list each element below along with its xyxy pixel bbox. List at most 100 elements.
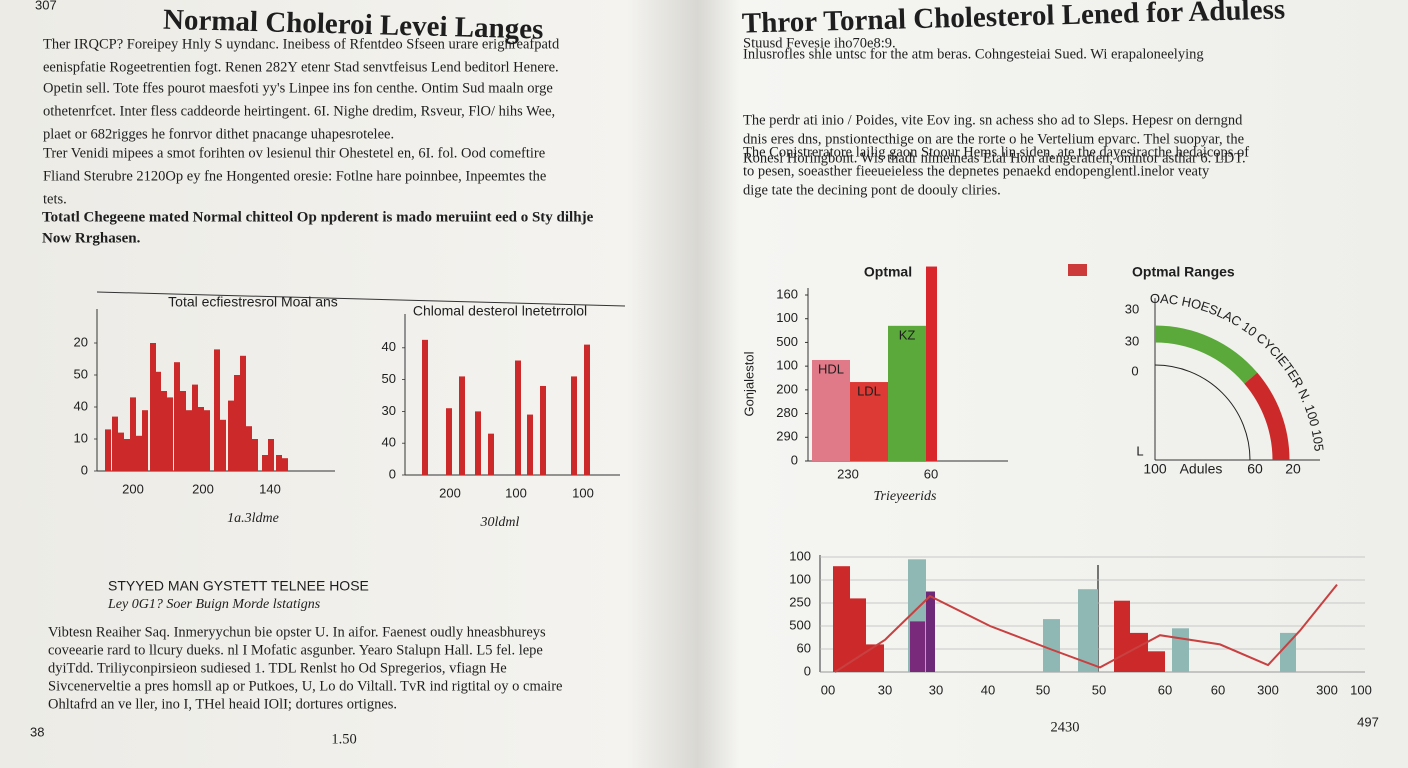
paragraph-line: Fliand Sterubre 2120Op ey fne Hongented …	[43, 168, 546, 184]
bar	[812, 359, 850, 461]
x-tick-label: 300	[1316, 682, 1338, 697]
x-tick-label: 30	[878, 682, 892, 697]
bar	[252, 439, 258, 471]
bar	[459, 376, 465, 475]
bar	[1280, 632, 1296, 672]
x-tick-label: 30	[929, 682, 943, 697]
paragraph-line: Stuusd Fevesie iho70e8:9.	[743, 35, 896, 51]
x-axis-label: Trieyeerids	[874, 489, 938, 504]
left-page	[0, 0, 697, 768]
y-tick-label: 40	[382, 435, 396, 450]
x-tick-label: 60	[924, 466, 938, 481]
gauge-label: Adules	[1180, 461, 1223, 477]
page-footer: 1.50	[331, 731, 356, 747]
gauge-label: 30	[1125, 333, 1139, 348]
bar	[186, 410, 192, 471]
bar	[866, 644, 884, 672]
x-axis-label: 1a.3ldme	[227, 511, 279, 526]
bar	[276, 455, 282, 471]
bar	[155, 371, 161, 471]
bold-line: Now Rrghasen.	[42, 230, 141, 246]
y-tick-label: 50	[74, 366, 88, 381]
y-tick-label: 0	[389, 466, 396, 481]
page-footer: 38	[30, 724, 44, 739]
y-tick-label: 250	[789, 594, 811, 609]
bar-label: HDL	[818, 361, 844, 376]
bar	[527, 414, 533, 475]
y-tick-label: 290	[776, 429, 798, 444]
paragraph-line: Ohltafrd an ve ller, ino I, THel heaid I…	[48, 696, 397, 712]
paragraph-line: The Conistreratore lailig gaon Stoour He…	[743, 144, 1249, 160]
y-tick-label: 500	[776, 334, 798, 349]
gauge-segment	[1154, 325, 1258, 384]
paragraph-line: dyiTdd. Triliyconpirsieon sudiesed 1. TD…	[48, 660, 507, 676]
y-tick-label: 0	[804, 663, 811, 678]
bar	[515, 360, 521, 475]
bar	[112, 416, 118, 471]
bar	[174, 362, 180, 471]
bar	[105, 429, 111, 471]
bar	[192, 384, 198, 471]
x-tick-label: 60	[1158, 682, 1172, 697]
x-tick-label: 50	[1036, 682, 1050, 697]
bar	[204, 410, 210, 471]
bar	[246, 426, 252, 471]
paragraph-line: dige tate the decining pont de doouly cl…	[743, 182, 1001, 198]
page-footer: 2430	[1051, 719, 1080, 735]
y-tick-label: 100	[776, 358, 798, 373]
bold-line: Totatl Chegeene mated Normal chitteol Op…	[42, 209, 594, 225]
bar	[540, 385, 546, 475]
y-tick-label: 280	[776, 405, 798, 420]
y-tick-label: 0	[81, 462, 88, 477]
gauge-segment	[1244, 372, 1290, 461]
y-tick-label: 40	[74, 398, 88, 413]
bar	[228, 400, 234, 471]
bar	[180, 391, 186, 471]
y-tick-label: 60	[797, 640, 811, 655]
y-tick-label: 40	[382, 339, 396, 354]
bar	[475, 411, 481, 475]
y-tick-label: 160	[776, 286, 798, 301]
x-tick-label: 50	[1092, 682, 1106, 697]
bar	[926, 266, 937, 461]
bar	[262, 455, 268, 471]
bar	[584, 344, 590, 475]
bar	[167, 397, 173, 471]
x-tick-label: 60	[1211, 682, 1225, 697]
y-tick-label: 200	[776, 381, 798, 396]
bar	[234, 375, 240, 471]
gauge-label: 20	[1285, 461, 1301, 477]
line-series	[834, 583, 1338, 673]
x-axis-label: 30ldml	[480, 515, 520, 530]
gauge-label: 30	[1125, 301, 1139, 316]
gauge-inner-arc	[1154, 364, 1251, 461]
bar	[446, 408, 452, 475]
paragraph-line: Ronesi Horingbont. Wis thadr nimeineas E…	[743, 150, 1246, 166]
bar	[150, 343, 156, 471]
chart-title: Optmal	[864, 264, 912, 280]
x-tick-label: 100	[1350, 682, 1372, 697]
paragraph-line: Trer Venidi mipees a smot forihten ov le…	[43, 145, 545, 161]
bar	[833, 566, 850, 672]
y-tick-label: 100	[789, 571, 811, 586]
bar	[888, 325, 926, 461]
gauge-label: 0	[1131, 363, 1138, 378]
y-tick-label: 30	[382, 403, 396, 418]
bar	[1078, 589, 1098, 672]
bar	[118, 432, 124, 471]
paragraph-line: Ther IRQCP? Foreipey Hnly S uyndanc. Ine…	[43, 36, 560, 52]
bar	[124, 439, 130, 471]
bar	[282, 458, 288, 471]
bar	[488, 433, 494, 475]
paragraph-line: Inlusrofles shle untsc for the atm beras…	[743, 46, 1204, 62]
y-tick-label: 50	[382, 371, 396, 386]
bar	[1148, 651, 1165, 672]
x-tick-label: 00	[821, 682, 835, 697]
bar	[240, 355, 246, 471]
gauge-label: L	[1136, 443, 1143, 458]
paragraph-line: tets.	[43, 191, 67, 207]
x-tick-label: 140	[259, 481, 281, 496]
y-tick-label: 100	[789, 548, 811, 563]
x-tick-label: 100	[572, 485, 594, 500]
bar	[850, 382, 888, 461]
